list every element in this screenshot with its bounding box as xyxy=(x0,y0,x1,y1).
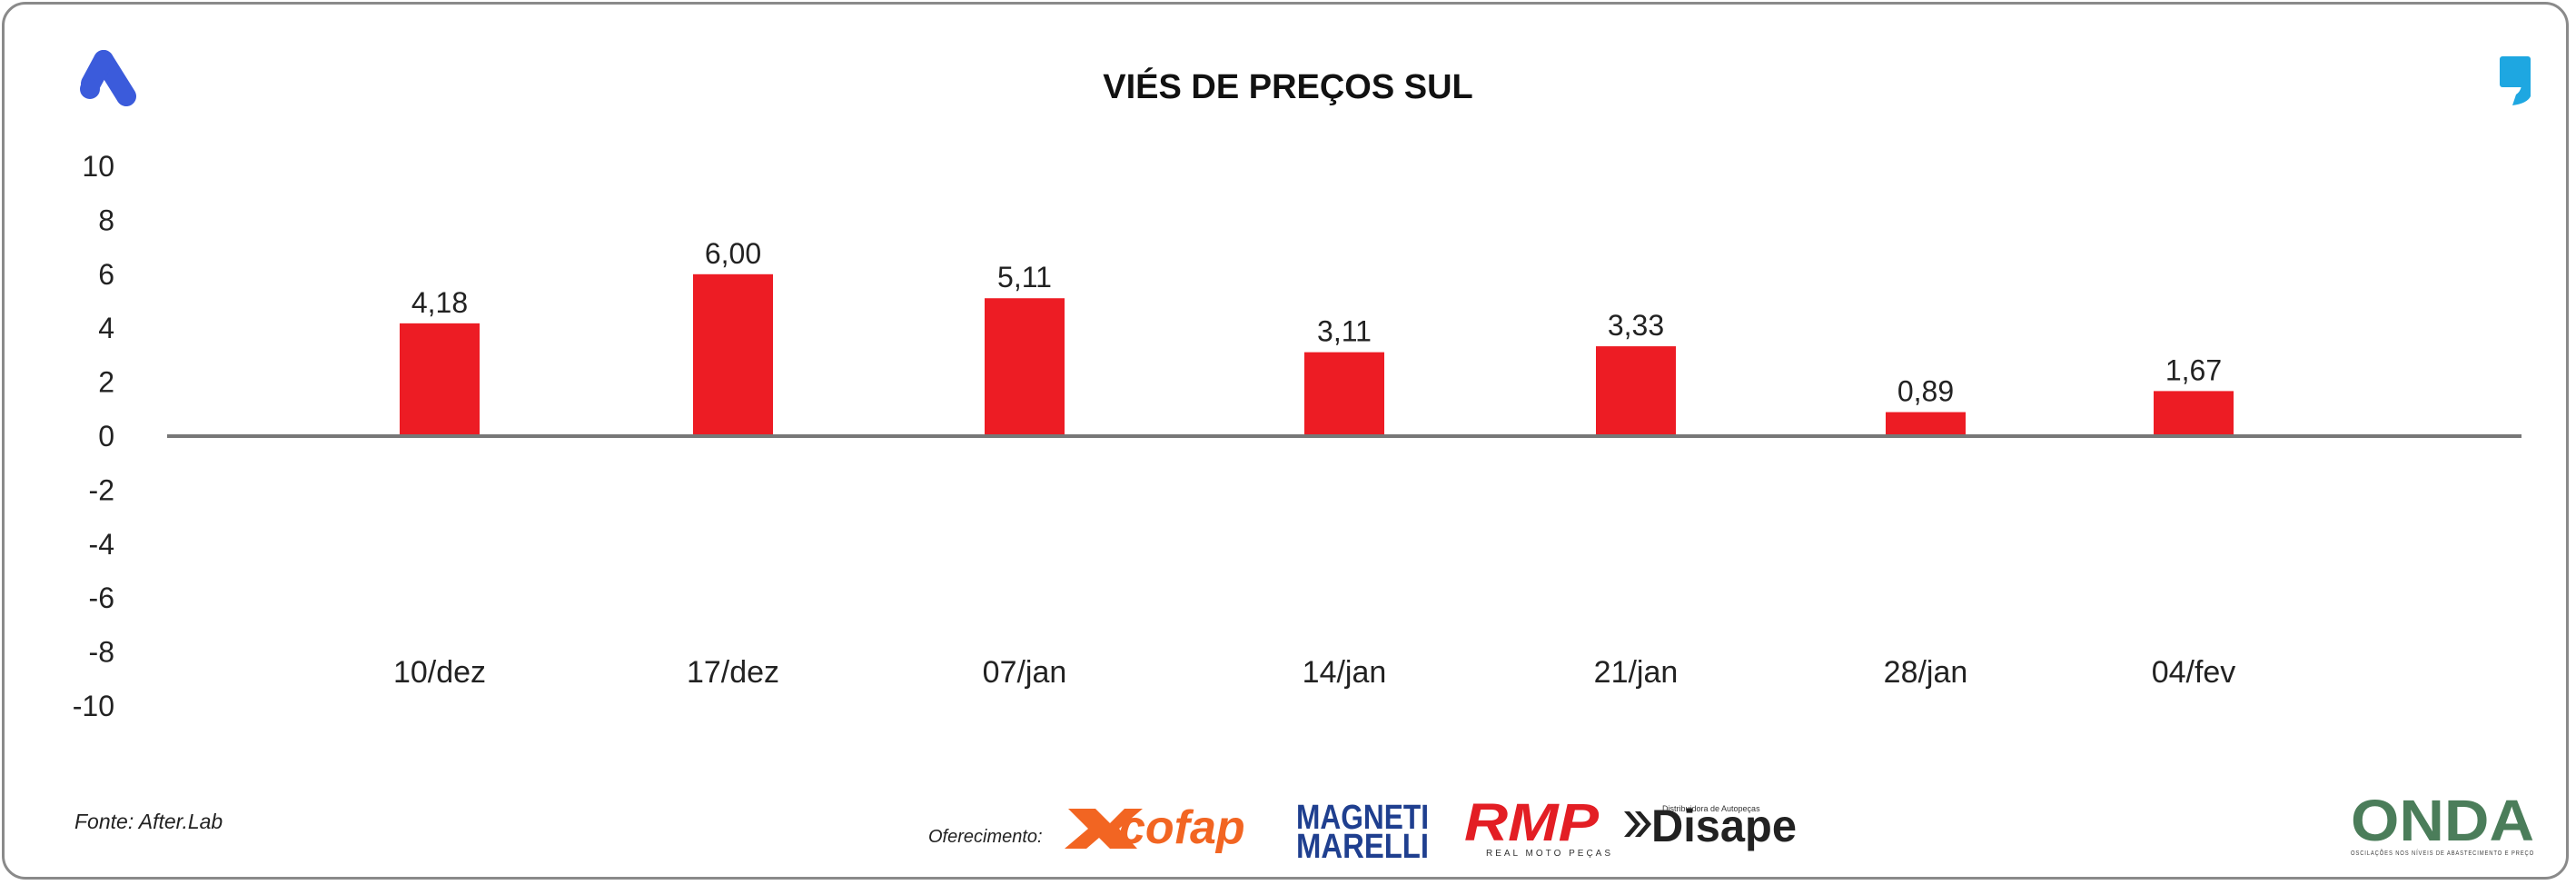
x-tick-label: 04/fev xyxy=(2152,655,2236,690)
y-tick-label: 8 xyxy=(98,204,114,236)
data-label: 1,67 xyxy=(2165,353,2222,386)
bar-17/dez xyxy=(693,273,773,436)
bar-14/jan xyxy=(1304,352,1384,436)
x-tick-label: 28/jan xyxy=(1884,655,1968,690)
y-tick-label: 2 xyxy=(98,366,114,399)
bar-07/jan xyxy=(985,298,1065,436)
sponsor-label: Oferecimento: xyxy=(928,827,1043,847)
chart-title: VIÉS DE PREÇOS SUL xyxy=(1103,66,1473,106)
y-tick-label: 6 xyxy=(98,258,114,291)
x-tick-label: 10/dez xyxy=(393,655,486,690)
data-label: 6,00 xyxy=(705,237,761,270)
magneti-text: MAGNETI xyxy=(1296,799,1429,837)
y-tick-label: -8 xyxy=(89,636,114,669)
x-tick-label: 17/dez xyxy=(687,655,779,690)
y-axis-ticks: 10 8 6 4 2 0 -2 -4 -6 -8 -10 xyxy=(73,150,114,722)
y-tick-label: 0 xyxy=(98,420,114,452)
bar-21/jan xyxy=(1596,346,1676,436)
x-tick-label: 21/jan xyxy=(1594,655,1679,690)
onda-logo: ONDA OSCILAÇÕES NOS NÍVEIS DE ABASTECIME… xyxy=(2351,788,2534,857)
brand-a-icon xyxy=(80,50,136,106)
data-label: 3,33 xyxy=(1608,309,1664,342)
cofap-text: cofap xyxy=(1119,801,1245,854)
bars xyxy=(400,273,2234,436)
disape-text: Disape xyxy=(1651,800,1797,851)
data-label: 5,11 xyxy=(997,261,1052,293)
y-tick-label: -10 xyxy=(73,690,114,722)
x-axis-ticks: 10/dez 17/dez 07/jan 14/jan 21/jan 28/jan 04/f… xyxy=(393,655,2235,690)
onda-tagline: OSCILAÇÕES NOS NÍVEIS DE ABASTECIMENTO E… xyxy=(2351,849,2534,857)
y-tick-label: -2 xyxy=(89,473,114,506)
disape-logo: Distribuidora de Autopeças Disape xyxy=(1624,800,1797,851)
cofap-logo: cofap xyxy=(1065,801,1245,854)
bar-04/fev xyxy=(2154,391,2234,436)
x-tick-label: 07/jan xyxy=(983,655,1067,690)
data-label: 0,89 xyxy=(1897,375,1954,408)
data-label: 4,18 xyxy=(411,286,468,319)
bar-10/dez xyxy=(400,323,480,436)
quote-icon xyxy=(2500,56,2531,105)
y-tick-label: 4 xyxy=(98,312,114,344)
data-labels: 4,18 6,00 5,11 3,11 3,33 0,89 1,67 xyxy=(411,237,2222,408)
marelli-text: MARELLI xyxy=(1296,828,1429,866)
y-tick-label: -4 xyxy=(89,528,114,561)
magneti-marelli-logo: MAGNETI MARELLI xyxy=(1296,799,1429,866)
data-label: 3,11 xyxy=(1317,315,1372,348)
rmp-text: RMP xyxy=(1464,793,1599,852)
source-note: Fonte: After.Lab xyxy=(74,810,223,833)
rmp-logo: RMP REAL MOTO PEÇAS xyxy=(1464,793,1613,859)
y-tick-label: 10 xyxy=(82,150,114,183)
disape-subtext: Distribuidora de Autopeças xyxy=(1662,804,1760,813)
y-tick-label: -6 xyxy=(89,582,114,614)
onda-text: ONDA xyxy=(2351,788,2534,853)
bar-28/jan xyxy=(1886,412,1966,436)
rmp-subtext: REAL MOTO PEÇAS xyxy=(1486,849,1613,859)
x-tick-label: 14/jan xyxy=(1303,655,1387,690)
